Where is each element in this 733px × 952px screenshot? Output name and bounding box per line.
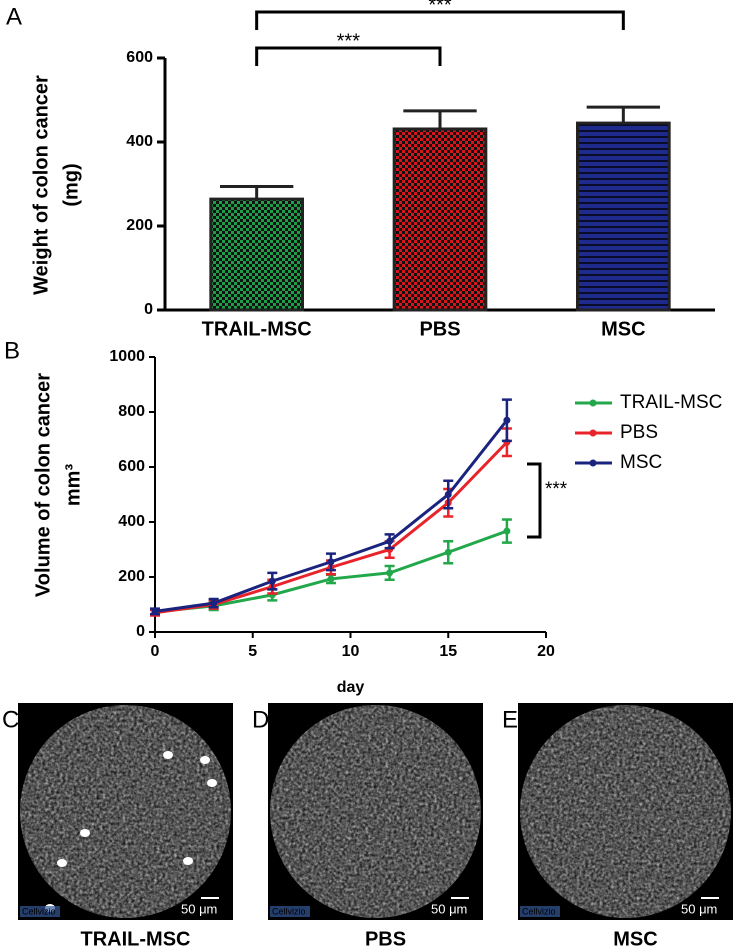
- x-tick-label: TRAIL-MSC: [202, 318, 312, 340]
- image-texture: [520, 705, 731, 918]
- bright-spot: [163, 751, 173, 759]
- bar: [576, 121, 671, 312]
- watermark-bg: [270, 906, 310, 917]
- y-tick-label: 1000: [109, 348, 145, 365]
- x-tick-label: 0: [151, 643, 160, 660]
- significance-label: ***: [337, 30, 361, 52]
- image-texture: [270, 705, 481, 918]
- y-tick-label: 800: [118, 403, 145, 420]
- legend-label: TRAIL-MSC: [620, 392, 722, 413]
- x-tick-label: 5: [248, 643, 257, 660]
- watermark-bg: [20, 906, 60, 917]
- y-tick-label: 600: [126, 49, 153, 66]
- x-tick-label: PBS: [419, 318, 460, 340]
- scale-label: 50 μm: [181, 901, 217, 916]
- series-line: [154, 441, 508, 615]
- bar: [392, 127, 488, 312]
- image-caption: TRAIL-MSC: [81, 928, 191, 950]
- data-point: [268, 577, 276, 585]
- image-caption: PBS: [365, 928, 406, 950]
- data-point: [210, 599, 218, 607]
- panel-label: D: [252, 706, 269, 733]
- micrograph: [18, 703, 233, 920]
- data-point: [444, 491, 452, 498]
- scale-label: 50 μm: [681, 901, 717, 916]
- panel-label: E: [502, 706, 518, 733]
- y-tick-label: 400: [118, 513, 145, 530]
- y-tick-label: 200: [126, 217, 153, 234]
- x-tick-label: 20: [537, 643, 555, 660]
- legend-marker: [589, 429, 597, 437]
- significance-label: ***: [545, 479, 568, 500]
- data-point: [327, 575, 335, 583]
- micrograph: [268, 703, 483, 920]
- y-axis-label: Volume of colon cancer: [32, 373, 54, 597]
- bright-spot: [57, 859, 67, 867]
- x-tick-label: 10: [342, 643, 360, 660]
- watermark: Cellvizio: [22, 906, 56, 916]
- micrograph: [518, 703, 733, 920]
- y-tick-label: 600: [118, 458, 145, 475]
- y-axis-label: mm³: [62, 464, 84, 507]
- bright-spot: [207, 779, 217, 787]
- x-tick-label: MSC: [601, 318, 645, 340]
- y-axis-label: (mg): [60, 163, 82, 206]
- panel-label: C: [2, 706, 19, 733]
- significance-bracket: [255, 46, 442, 66]
- watermark: Cellvizio: [272, 906, 306, 916]
- x-tick-label: 15: [439, 643, 457, 660]
- data-point: [503, 527, 511, 535]
- watermark: Cellvizio: [522, 906, 556, 916]
- legend-label: PBS: [620, 422, 658, 443]
- x-axis-label: day: [337, 679, 365, 696]
- data-point: [386, 569, 394, 577]
- y-tick-label: 0: [144, 301, 153, 318]
- bright-spot: [200, 756, 210, 764]
- scale-label: 50 μm: [431, 901, 467, 916]
- significance-label: ***: [428, 0, 452, 16]
- panel-label: B: [4, 337, 20, 364]
- data-point: [444, 548, 452, 556]
- legend-marker: [589, 399, 597, 407]
- bar: [209, 197, 304, 312]
- image-caption: MSC: [613, 928, 657, 950]
- y-tick-label: 0: [136, 623, 145, 640]
- bright-spot: [183, 857, 193, 865]
- panel-label: A: [6, 3, 22, 30]
- significance-bracket: [527, 462, 542, 539]
- significance-bracket: [255, 10, 625, 30]
- data-point: [503, 416, 511, 424]
- data-point: [386, 537, 394, 545]
- data-point: [327, 558, 335, 566]
- watermark-bg: [520, 906, 560, 917]
- legend-label: MSC: [620, 452, 662, 473]
- data-point: [151, 607, 159, 615]
- y-tick-label: 400: [126, 133, 153, 150]
- bright-spot: [80, 829, 90, 837]
- legend-marker: [589, 459, 597, 467]
- image-texture: [20, 705, 231, 918]
- y-tick-label: 200: [118, 568, 145, 585]
- y-axis-label: Weight of colon cancer: [30, 75, 52, 295]
